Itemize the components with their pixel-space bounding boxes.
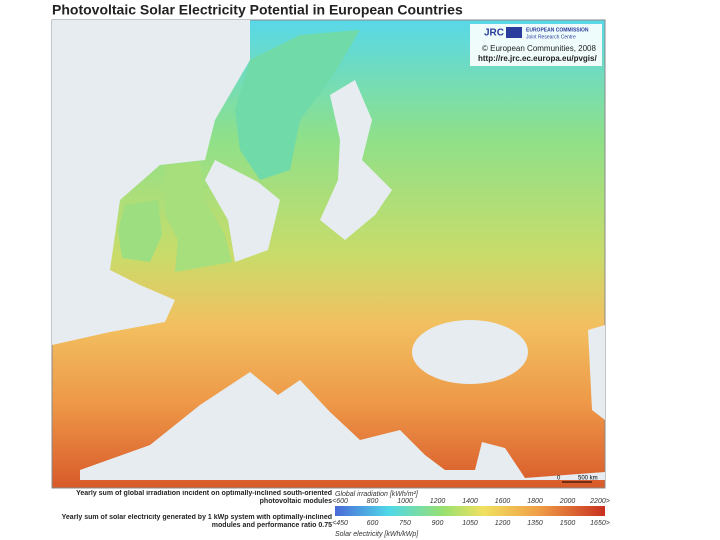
color-ramp	[335, 506, 605, 516]
electricity-description: Yearly sum of solar electricity generate…	[61, 514, 332, 529]
title: Photovoltaic Solar Electricity Potential…	[52, 2, 463, 18]
electricity-label: Solar electricity [kWh/kWp]	[335, 531, 419, 538]
atlantic	[52, 20, 250, 345]
irradiation-tick: 2000	[559, 498, 576, 505]
norway	[235, 30, 360, 180]
irradiation-label: Global irradiation [kWh/m²]	[335, 491, 419, 498]
irradiation-tick: 800	[367, 498, 379, 505]
black-sea	[412, 320, 528, 384]
irradiation-tick: 1000	[397, 498, 413, 505]
mediterranean	[80, 372, 605, 480]
map: JRC EUROPEAN COMMISSION Joint Research C…	[51, 19, 606, 489]
electricity-tick: 1500	[560, 520, 576, 527]
eu-flag	[506, 27, 522, 38]
electricity-tick: 750	[399, 520, 411, 527]
commission: EUROPEAN COMMISSION	[526, 27, 589, 33]
irradiation-tick: <600	[332, 498, 348, 505]
legend: Yearly sum of global irradiation inciden…	[61, 490, 605, 538]
baltic	[320, 80, 392, 240]
electricity-tick: <450	[332, 520, 348, 527]
copyright: © European Communities, 2008	[482, 44, 597, 53]
irradiation-tick: 1600	[495, 498, 511, 505]
irradiation-tick: 2200>	[589, 498, 610, 505]
north-sea	[205, 160, 280, 262]
electricity-tick: 600	[367, 520, 379, 527]
irradiation-tick: 1400	[462, 498, 478, 505]
electricity-tick: 1350	[527, 520, 543, 527]
ireland	[118, 200, 162, 262]
caspian	[588, 325, 605, 420]
electricity-tick: 1050	[462, 520, 478, 527]
britain	[165, 162, 232, 272]
electricity-tick: 900	[432, 520, 444, 527]
irradiation-tick: 1800	[527, 498, 543, 505]
electricity-tick: 1200	[495, 520, 511, 527]
credit-box	[470, 24, 602, 66]
irradiation-tick: 1200	[430, 498, 446, 505]
scale-start: 0	[557, 476, 561, 482]
centre: Joint Research Centre	[526, 34, 576, 40]
url: http://re.jrc.ec.europa.eu/pvgis/	[478, 54, 597, 63]
jrc-logo: JRC	[484, 28, 504, 39]
scale-end: 500 km	[578, 476, 598, 482]
electricity-tick: 1650>	[590, 520, 610, 527]
irradiation-description-box: Yearly sum of global irradiation inciden…	[76, 490, 332, 505]
irradiation-description: Yearly sum of global irradiation inciden…	[76, 490, 332, 505]
electricity-description-box: Yearly sum of solar electricity generate…	[61, 514, 332, 529]
